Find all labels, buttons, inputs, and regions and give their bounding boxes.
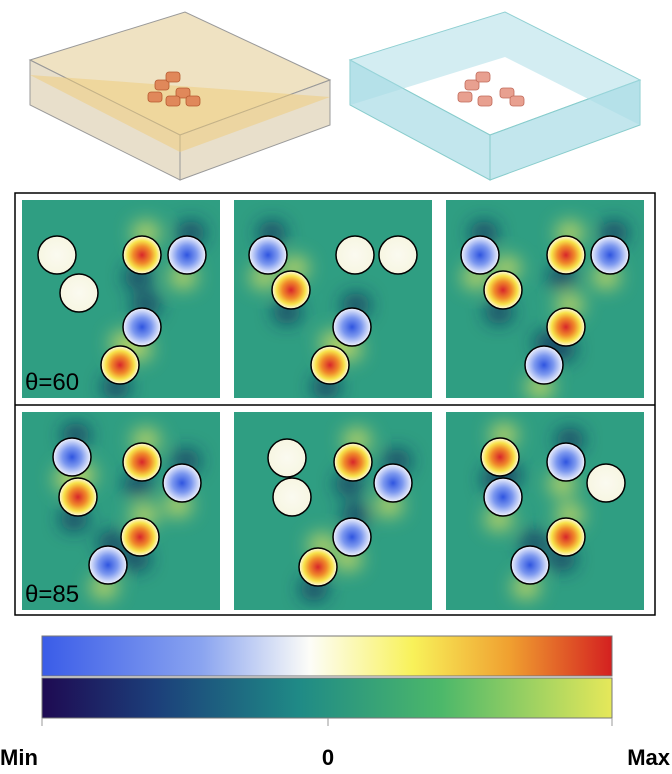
cylinder	[460, 235, 500, 275]
field-bg	[446, 412, 644, 610]
cylinder	[510, 545, 550, 585]
cylinder	[524, 345, 564, 385]
cylinder	[546, 307, 586, 347]
sample-box	[348, 11, 642, 181]
min-label: Min	[0, 745, 38, 770]
cylinder	[248, 235, 288, 275]
cylinder	[267, 438, 307, 478]
cylinder	[378, 235, 418, 275]
cylinders	[457, 71, 525, 107]
cylinder	[88, 545, 128, 585]
cylinder	[335, 235, 375, 275]
cylinder	[546, 517, 586, 557]
zero-label: 0	[322, 745, 334, 770]
field-panel	[446, 200, 644, 398]
row-label: θ=85	[25, 581, 79, 608]
cylinder	[483, 477, 523, 517]
cylinder	[59, 273, 99, 313]
cylinder	[373, 463, 413, 503]
cylinder	[167, 235, 207, 275]
field-bg	[234, 412, 432, 610]
field-panel	[234, 200, 432, 398]
cylinder	[480, 437, 520, 477]
row-label: θ=60	[25, 369, 79, 396]
cylinder	[298, 547, 338, 587]
cylinder	[272, 477, 312, 517]
cylinder	[162, 463, 202, 503]
colorbar	[41, 677, 613, 719]
cylinder	[546, 235, 586, 275]
colorbar	[41, 635, 613, 677]
cylinder	[590, 235, 630, 275]
max-label: Max	[627, 745, 671, 770]
cylinder	[271, 270, 311, 310]
cylinder	[37, 235, 77, 275]
field-panel	[22, 412, 220, 610]
field-panel	[22, 200, 220, 398]
field-panel	[446, 412, 644, 610]
cylinder	[332, 517, 372, 557]
cylinder	[586, 463, 626, 503]
cylinder	[122, 235, 162, 275]
cylinder	[120, 517, 160, 557]
cylinder	[122, 307, 162, 347]
field-panel	[234, 412, 432, 610]
cylinder	[310, 345, 350, 385]
cylinder	[100, 345, 140, 385]
cylinder	[58, 477, 98, 517]
cylinders	[147, 71, 201, 107]
cylinder	[333, 442, 373, 482]
cylinder	[332, 307, 372, 347]
cylinder	[122, 442, 162, 482]
cylinder	[546, 442, 586, 482]
cylinder	[483, 270, 523, 310]
cylinder	[52, 437, 92, 477]
